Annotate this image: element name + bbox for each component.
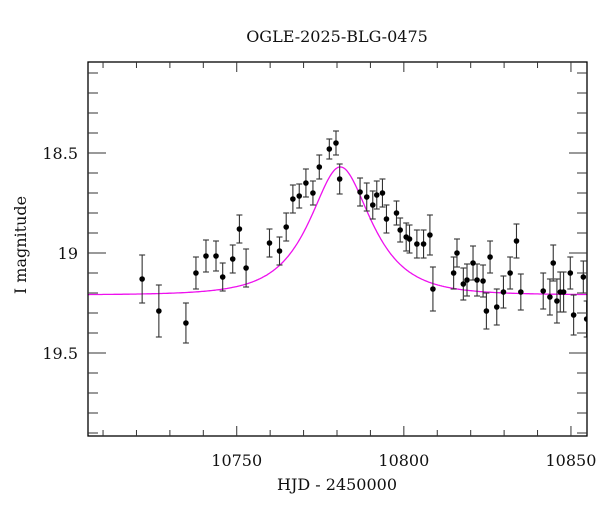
- data-point: [276, 248, 283, 254]
- model-curve: [88, 166, 587, 296]
- y-axis-label: I magnitude: [11, 196, 30, 294]
- x-tick-label: 10800: [378, 451, 429, 470]
- data-point: [379, 190, 386, 196]
- data-point: [493, 304, 500, 310]
- x-axis-tick-labels: 10750 10800 10850: [211, 451, 596, 470]
- plot-area: [88, 130, 587, 344]
- y-axis-tick-labels: 18.5 19 19.5: [42, 144, 78, 363]
- data-point: [507, 270, 513, 276]
- data-point: [156, 308, 162, 314]
- data-point: [554, 298, 560, 304]
- data-point: [580, 274, 587, 280]
- data-point: [336, 176, 343, 182]
- data-point: [393, 210, 400, 216]
- data-point: [540, 288, 547, 294]
- data-point: [414, 241, 420, 247]
- data-point: [303, 180, 309, 186]
- data-point: [290, 196, 296, 202]
- x-tick-label: 10750: [211, 451, 262, 470]
- data-point: [583, 316, 587, 322]
- chart-title: OGLE-2025-BLG-0475: [246, 27, 428, 46]
- data-point: [326, 146, 333, 152]
- data-point: [430, 286, 436, 292]
- data-point: [296, 193, 303, 199]
- x-tick-label: 10850: [546, 451, 597, 470]
- data-point: [383, 216, 390, 222]
- data-point: [397, 227, 403, 233]
- data-point: [427, 232, 433, 238]
- data-point: [369, 202, 376, 208]
- y-tick-label: 18.5: [42, 144, 78, 163]
- data-point: [243, 265, 249, 271]
- model-curve-path: [88, 166, 587, 296]
- x-axis-label: HJD - 2450000: [277, 475, 397, 494]
- data-point: [316, 164, 323, 170]
- x-axis-ticks: [102, 62, 572, 436]
- data-point: [266, 240, 273, 246]
- data-point: [474, 277, 480, 283]
- y-tick-label: 19.5: [42, 344, 78, 363]
- data-point: [363, 194, 370, 200]
- data-point: [454, 250, 460, 256]
- data-point: [518, 289, 524, 295]
- data-point: [333, 140, 339, 146]
- data-point: [464, 277, 470, 283]
- data-point: [219, 274, 226, 280]
- data-point: [500, 289, 507, 295]
- data-point: [487, 254, 493, 260]
- y-tick-label: 19: [58, 244, 78, 263]
- data-point: [470, 260, 476, 266]
- data-point: [229, 256, 236, 262]
- data-point: [139, 276, 145, 282]
- data-point: [480, 278, 486, 284]
- data-point: [560, 289, 567, 295]
- data-point: [550, 260, 557, 266]
- data-point: [460, 281, 467, 287]
- data-point: [193, 270, 199, 276]
- plot-frame: [87, 61, 588, 437]
- data-point: [450, 270, 457, 276]
- data-point: [183, 320, 189, 326]
- error-bars: [139, 130, 587, 344]
- y-axis-ticks: [88, 72, 587, 434]
- data-point: [236, 226, 243, 232]
- data-point: [570, 312, 577, 318]
- data-point: [420, 241, 427, 247]
- data-point: [373, 192, 380, 198]
- data-point: [283, 224, 289, 230]
- data-point: [406, 236, 413, 242]
- data-point: [483, 308, 490, 314]
- data-point: [213, 253, 219, 259]
- data-point: [203, 253, 209, 259]
- data-point: [547, 294, 553, 300]
- data-point: [513, 238, 520, 244]
- data-point: [567, 270, 574, 276]
- data-point: [357, 189, 363, 195]
- data-points: [139, 140, 587, 326]
- data-point: [310, 190, 316, 196]
